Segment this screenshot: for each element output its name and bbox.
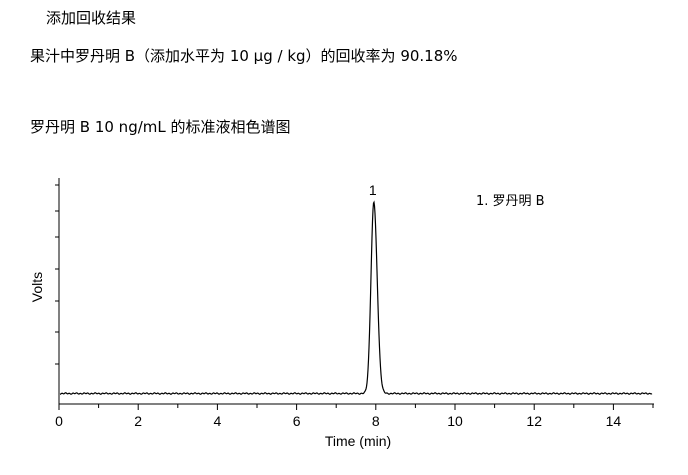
x-tick-label: 2 — [134, 413, 142, 429]
x-tick-label: 14 — [606, 413, 622, 429]
x-tick-label: 6 — [293, 413, 301, 429]
x-tick-label: 4 — [214, 413, 222, 429]
chromatogram-trace — [59, 200, 653, 395]
y-axis-label: Volts — [29, 272, 45, 302]
chart-axes: 0 2 4 6 8 10 12 14 Time (min) Volts — [29, 178, 654, 449]
recovery-result-text: 果汁中罗丹明 B（添加水平为 10 μg / kg）的回收率为 90.18% — [30, 47, 458, 65]
x-tick-label: 10 — [447, 413, 463, 429]
x-tick-label: 12 — [526, 413, 542, 429]
x-tick-label: 8 — [372, 413, 380, 429]
chart-marks: 1 1. 罗丹明 B — [369, 182, 545, 209]
legend-entry: 1. 罗丹明 B — [476, 194, 545, 209]
chromatogram-title: 罗丹明 B 10 ng/mL 的标准液相色谱图 — [30, 118, 291, 136]
x-tick-label: 0 — [55, 413, 63, 429]
peak-label: 1 — [369, 182, 377, 198]
x-axis-label: Time (min) — [325, 433, 391, 449]
section-heading: 添加回收结果 — [46, 9, 137, 27]
